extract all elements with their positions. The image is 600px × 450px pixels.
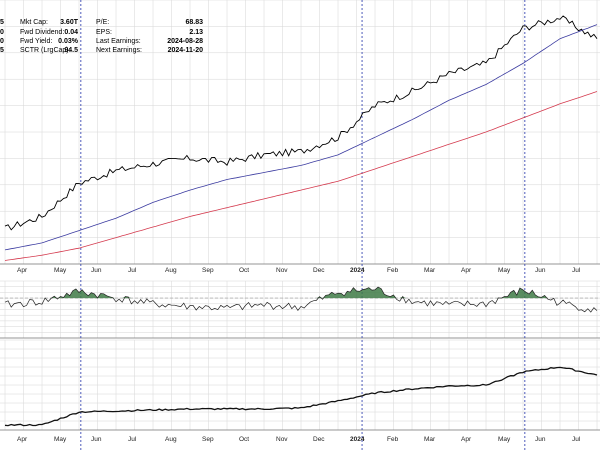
top-axis-tick-label: Nov [276,267,288,274]
price-line [4,15,598,231]
top-axis-tick-label: May [498,267,511,274]
fwd-yield-value: 0.03% [58,38,79,45]
top-axis-tick-label: Jun [91,267,102,274]
bottom-axis-tick-label: Dec [313,436,325,443]
left-value-3: 0 [0,38,4,45]
left-value-4: 5 [0,47,4,54]
top-axis-tick-label: Jul [572,267,581,274]
sctr-value: 94.5 [64,47,78,54]
bottom-axis-tick-label: 2024 [350,436,365,443]
relative-strength-line [4,366,598,427]
bottom-axis-tick-label: Sep [202,436,214,443]
top-axis-tick-label: Jun [535,267,546,274]
bottom-axis-tick-label: Nov [276,436,288,443]
bottom-axis-tick-label: Jun [91,436,102,443]
top-axis-tick-label: Oct [239,267,249,274]
bottom-axis-tick-label: Mar [424,436,436,443]
oscillator-panel-grid [0,280,600,339]
next-earnings-label: Next Earnings: [96,47,142,54]
top-axis-tick-label: May [54,267,67,274]
top-axis-tick-label: Feb [387,267,399,274]
top-axis-tick-label: Sep [202,267,214,274]
next-earnings-value: 2024-11-20 [168,47,204,54]
bottom-axis-tick-label: Jul [128,436,137,443]
fwd-dividend-value: 0.04 [64,29,78,36]
top-axis-tick-label: 2024 [350,267,365,274]
top-axis-tick-label: Apr [461,267,472,274]
info-block: 5 0 0 5 Mkt Cap: Fwd Dividend: Fwd Yield… [0,19,203,54]
oscillator-line [4,286,598,313]
fwd-yield-label: Fwd Yield: [20,38,52,45]
axis-labels: Apr May Jun Jul Aug Sep Oct Nov Dec 2024 Feb Mar Apr… [17,267,581,443]
top-axis-tick-label: Dec [313,267,325,274]
bottom-axis-tick-label: Apr [461,436,472,443]
mkt-cap-value: 3.60T [60,19,79,26]
bottom-axis-tick-label: May [498,436,511,443]
top-axis-tick-label: Mar [424,267,436,274]
bottom-axis-tick-label: Jul [572,436,581,443]
fwd-dividend-label: Fwd Dividend: [20,29,64,36]
sctr-label: SCTR (LrgCap): [20,47,71,54]
short-moving-average-line [4,24,598,251]
bottom-axis-tick-label: Oct [239,436,249,443]
top-axis-tick-label: Jul [128,267,137,274]
top-axis-tick-label: Apr [17,267,28,274]
left-value-2: 0 [0,29,4,36]
bottom-axis-tick-label: May [54,436,67,443]
bottom-axis-tick-label: Feb [387,436,399,443]
long-moving-average-line [4,91,598,261]
relative-panel-grid [0,339,600,431]
pe-value: 68.83 [185,19,203,26]
eps-value: 2.13 [189,29,203,36]
left-value-1: 5 [0,19,4,26]
bottom-axis-tick-label: Apr [17,436,28,443]
bottom-axis-tick-label: Jun [535,436,546,443]
top-axis-tick-label: Aug [165,267,177,274]
bottom-axis-tick-label: Aug [165,436,177,443]
eps-label: EPS: [96,29,112,36]
last-earnings-value: 2024-08-28 [167,38,203,45]
price-panel-grid [0,0,600,265]
pe-label: P/E: [96,19,109,26]
last-earnings-label: Last Earnings: [96,38,141,45]
mkt-cap-label: Mkt Cap: [20,19,48,26]
